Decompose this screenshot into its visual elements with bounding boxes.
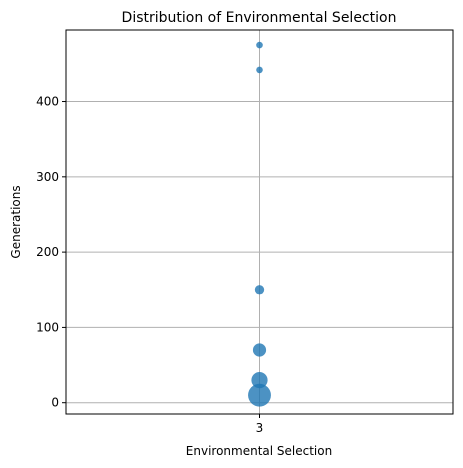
- data-point: [248, 383, 271, 407]
- data-point: [252, 343, 267, 357]
- y-tick-label: 200: [36, 245, 59, 259]
- data-point: [256, 66, 263, 74]
- x-axis-title: Environmental Selection: [186, 444, 332, 458]
- y-axis-ticks: 0 100 200 300 400: [36, 95, 66, 410]
- data-point: [254, 285, 265, 295]
- data-point: [251, 372, 268, 389]
- data-points: [248, 41, 271, 407]
- y-tick-label: 400: [36, 95, 59, 109]
- y-tick-label: 100: [36, 320, 59, 334]
- grid-lines: [66, 30, 453, 414]
- data-point: [256, 41, 263, 49]
- y-axis-title: Generations: [9, 185, 23, 258]
- x-tick-label: 3: [256, 421, 264, 435]
- chart-title: Distribution of Environmental Selection: [122, 10, 397, 26]
- x-axis-ticks: 3: [256, 414, 264, 435]
- y-tick-label: 0: [51, 396, 59, 410]
- y-tick-label: 300: [36, 170, 59, 184]
